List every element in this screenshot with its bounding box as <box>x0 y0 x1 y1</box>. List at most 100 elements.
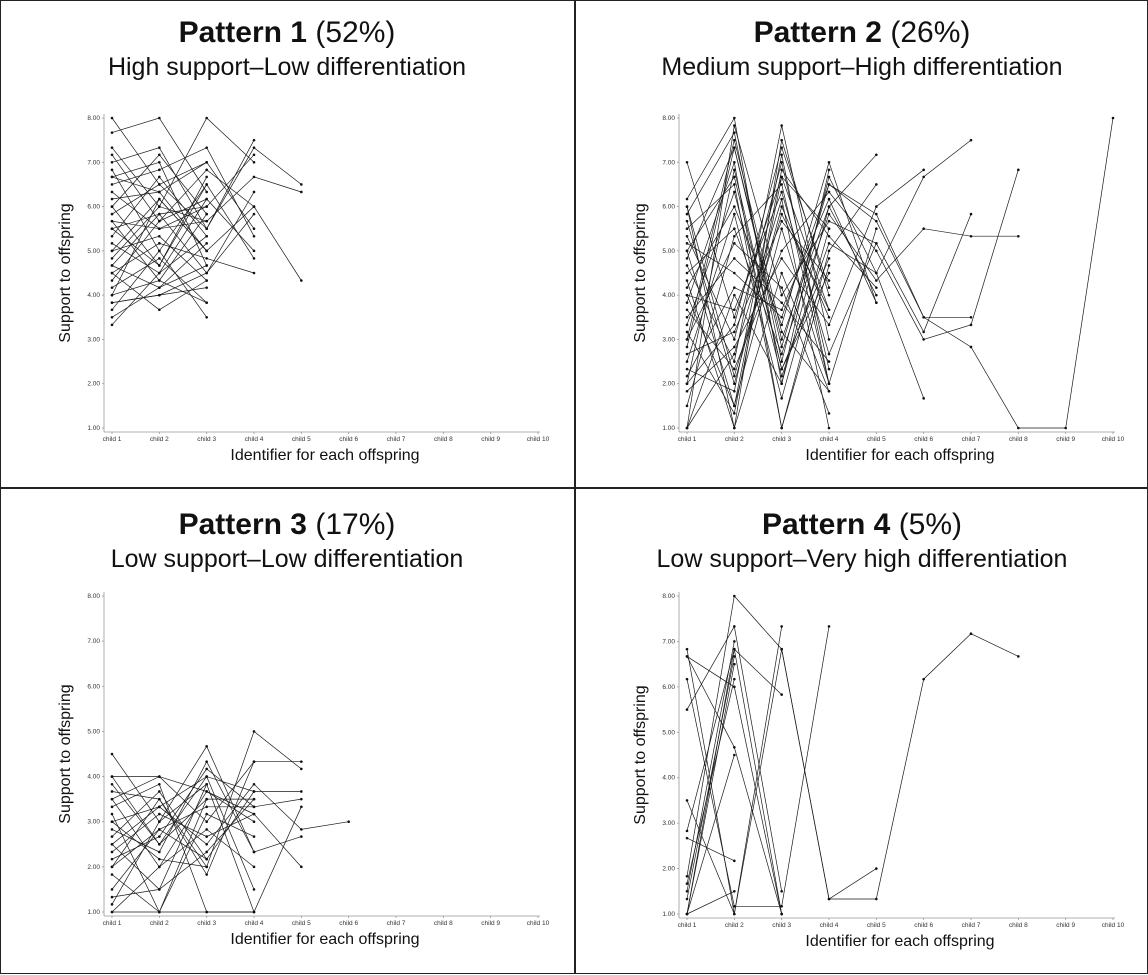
x-axis-label: Identifier for each offspring <box>230 447 419 464</box>
y-tick-label: 4.00 <box>87 292 100 299</box>
data-point <box>158 116 161 120</box>
data-point <box>685 205 689 208</box>
data-point <box>110 190 114 194</box>
data-point <box>733 753 736 757</box>
data-point <box>685 212 689 216</box>
data-point <box>252 850 256 854</box>
series-line <box>686 754 735 915</box>
data-point <box>110 183 114 186</box>
series-line <box>686 227 830 408</box>
y-tick-label: 1.00 <box>87 425 100 432</box>
data-point <box>110 323 114 327</box>
data-point <box>733 257 736 260</box>
series-line <box>686 656 783 915</box>
data-point <box>300 797 303 801</box>
data-point <box>158 782 161 786</box>
data-point <box>685 426 689 430</box>
data-point <box>347 820 350 824</box>
series-line <box>111 783 349 845</box>
data-point <box>780 374 783 378</box>
data-point <box>922 315 925 319</box>
data-point <box>110 895 114 899</box>
data-point <box>685 897 689 901</box>
data-point <box>780 352 783 356</box>
data-point <box>205 745 208 748</box>
data-point <box>158 190 161 194</box>
data-point <box>685 257 689 260</box>
data-point <box>969 632 973 636</box>
data-point <box>685 647 689 651</box>
data-point <box>827 160 831 164</box>
data-point <box>733 131 736 134</box>
data-point <box>205 775 208 778</box>
x-tick-label: child 7 <box>387 436 406 443</box>
data-point <box>685 242 689 245</box>
data-point <box>733 234 736 238</box>
x-tick-label: child 8 <box>1009 436 1028 443</box>
x-tick-label: child 2 <box>725 436 744 443</box>
data-point <box>780 286 783 289</box>
data-point <box>827 264 831 267</box>
data-point <box>252 257 256 260</box>
series-line <box>686 213 1019 356</box>
data-point <box>252 190 256 194</box>
data-point <box>733 205 736 208</box>
data-point <box>733 647 736 651</box>
data-point <box>110 850 114 854</box>
data-point <box>685 264 689 267</box>
data-point <box>158 888 161 891</box>
data-point <box>252 820 256 824</box>
pattern-name: Pattern 1 <box>178 16 307 49</box>
data-point <box>110 175 114 179</box>
data-point <box>922 175 925 179</box>
data-point <box>252 835 256 838</box>
data-point <box>205 175 208 179</box>
data-point <box>110 782 114 786</box>
data-point <box>685 360 689 363</box>
data-point <box>827 360 831 363</box>
data-point <box>733 116 736 120</box>
data-point <box>158 820 161 824</box>
data-point <box>110 820 114 824</box>
series-line <box>686 169 1019 370</box>
data-point <box>205 183 208 186</box>
data-point <box>110 249 114 253</box>
series-line <box>686 190 925 399</box>
x-tick-label: child 4 <box>245 436 264 443</box>
data-point <box>110 828 114 831</box>
data-point <box>733 594 736 598</box>
data-point <box>252 205 256 208</box>
data-point <box>827 323 831 327</box>
series-line <box>686 169 830 429</box>
data-point <box>205 760 208 763</box>
data-point <box>780 219 783 223</box>
data-point <box>300 279 303 282</box>
y-tick-label: 5.00 <box>87 728 100 735</box>
x-tick-label: child 9 <box>481 436 500 443</box>
panel-pattern-1: Pattern 1 (52%) High support–Low differe… <box>0 0 574 487</box>
y-tick-label: 3.00 <box>87 819 100 826</box>
data-point <box>685 889 689 893</box>
x-tick-label: child 5 <box>867 436 886 443</box>
data-point <box>205 234 208 238</box>
data-point <box>733 308 736 312</box>
data-point <box>110 308 114 312</box>
data-point <box>110 805 114 809</box>
data-point <box>205 116 208 120</box>
data-point <box>827 286 831 289</box>
data-point <box>158 797 161 801</box>
data-point <box>110 315 114 319</box>
x-tick-label: child 9 <box>1056 922 1075 929</box>
y-tick-label: 3.00 <box>87 336 100 343</box>
y-axis-label: Support to offspring <box>632 685 649 824</box>
series-line <box>111 154 255 266</box>
data-point <box>780 397 783 400</box>
x-tick-label: child 3 <box>197 920 216 927</box>
series-line <box>686 198 830 429</box>
data-point <box>827 249 831 253</box>
series-line <box>686 125 830 363</box>
data-point <box>110 264 114 267</box>
data-point <box>205 805 208 809</box>
data-point <box>733 360 736 363</box>
data-point <box>685 279 689 282</box>
